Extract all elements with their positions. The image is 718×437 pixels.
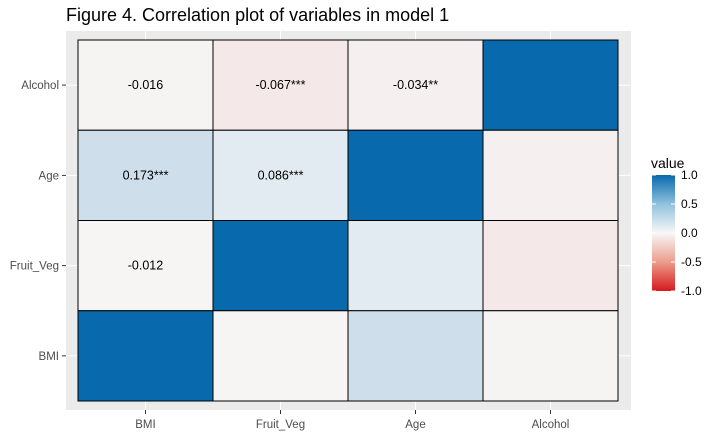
x-tick-label: BMI (135, 419, 155, 431)
heatmap-cell (77, 310, 214, 402)
legend-tick-label: 0.5 (681, 197, 698, 211)
x-axis: BMI Fruit_Veg Age Alcohol (135, 410, 569, 431)
heatmap-cell (212, 220, 349, 312)
legend-title: value (651, 155, 685, 171)
heatmap-cell (77, 39, 214, 131)
cell-value-label: 0.086*** (258, 168, 304, 182)
y-tick-label: Fruit_Veg (10, 261, 59, 273)
heatmap-cell (77, 129, 214, 221)
y-tick-label: Age (39, 170, 59, 182)
y-tick-label: BMI (39, 351, 59, 363)
legend-tick-label: -0.5 (681, 255, 702, 269)
heatmap-cell (212, 310, 349, 402)
heatmap-cells (77, 39, 619, 402)
cell-value-label: -0.016 (128, 78, 163, 92)
legend-tick-label: 1.0 (681, 168, 698, 182)
heatmap-cell (482, 39, 619, 131)
heatmap-cell (482, 310, 619, 402)
heatmap-cell (212, 39, 349, 131)
heatmap-cell (482, 129, 619, 221)
heatmap-cell (347, 39, 484, 131)
legend-colorbar (652, 175, 675, 291)
y-tick-label: Alcohol (21, 80, 59, 92)
heatmap-cell (347, 310, 484, 402)
legend-tick-label: -1.0 (681, 284, 702, 298)
heatmap-cell (482, 220, 619, 312)
cell-labels: -0.016 -0.067*** -0.034** 0.173*** 0.086*** -… (123, 78, 439, 273)
x-tick-label: Fruit_Veg (256, 419, 305, 431)
chart-title: Figure 4. Correlation plot of variables … (66, 5, 450, 25)
x-tick-label: Age (405, 419, 425, 431)
y-axis: BMI Fruit_Veg Age Alcohol (10, 80, 66, 363)
legend-tick-label: 0.0 (681, 226, 698, 240)
x-tick-label: Alcohol (532, 419, 570, 431)
heatmap-cell (212, 129, 349, 221)
cell-value-label: -0.012 (128, 259, 163, 273)
heatmap-cell (347, 129, 484, 221)
color-legend: value 1.0 0.5 0.0 -0.5 -1.0 (651, 155, 702, 298)
cell-value-label: -0.067*** (255, 78, 305, 92)
heatmap-cell (347, 220, 484, 312)
cell-value-label: 0.173*** (123, 168, 169, 182)
cell-value-label: -0.034** (393, 78, 438, 92)
